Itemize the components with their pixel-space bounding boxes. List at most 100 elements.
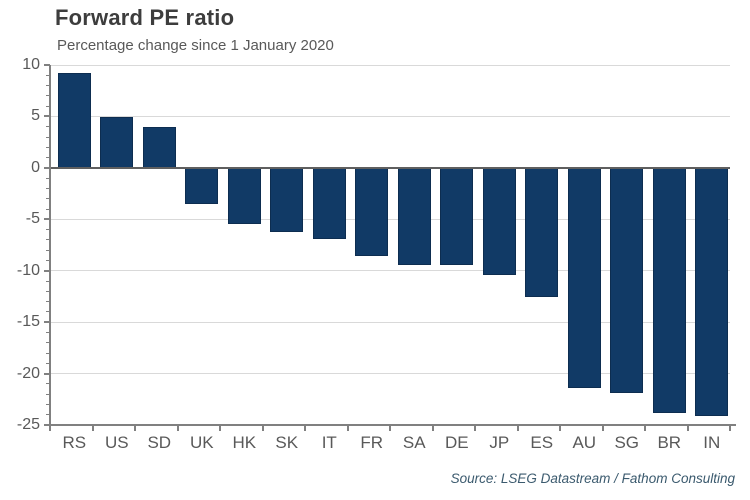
chart-title: Forward PE ratio [55, 5, 235, 30]
bar-FR [355, 167, 389, 257]
bar-IN [695, 167, 729, 416]
y-tick--10 [44, 269, 50, 272]
y-axis-label--20: -20 [16, 364, 40, 382]
bar-US [100, 117, 134, 168]
y-tick-5 [44, 115, 50, 118]
y-minor-tick [46, 342, 50, 344]
y-axis-label-5: 5 [31, 107, 40, 125]
y-minor-tick [46, 126, 50, 128]
x-axis-label-RS: RS [62, 433, 87, 452]
y-tick--15 [44, 321, 50, 324]
y-minor-tick [46, 136, 50, 138]
y-axis-label--10: -10 [16, 261, 40, 279]
x-boundary-tick [601, 426, 604, 431]
x-boundary-tick [474, 426, 476, 431]
x-axis-label-UK: UK [189, 433, 214, 452]
x-boundary-tick [176, 426, 179, 431]
chart-subtitle: Percentage change since 1 January 2020 [57, 37, 334, 54]
zero-line [50, 166, 730, 169]
bar-AU [567, 167, 601, 388]
y-minor-tick [46, 259, 50, 261]
gridline-y-10 [50, 64, 730, 66]
x-axis-label-DE: DE [444, 433, 469, 452]
y-minor-tick [46, 208, 50, 210]
bar-UK [185, 167, 219, 204]
y-minor-tick [46, 146, 50, 148]
y-minor-tick [46, 85, 50, 87]
x-axis-label-SG: SG [614, 433, 640, 452]
x-axis-label-SK: SK [275, 433, 299, 452]
y-minor-tick [46, 383, 50, 385]
y-axis-label-10: 10 [22, 56, 40, 73]
y-minor-tick [46, 393, 50, 395]
y-minor-tick [46, 280, 50, 282]
bar-IT [312, 167, 346, 239]
bar-DE [440, 167, 474, 265]
y-tick-0 [44, 166, 50, 169]
y-minor-tick [46, 187, 50, 189]
y-axis-label-0: 0 [31, 158, 40, 176]
bar-SK [270, 167, 304, 232]
y-minor-tick [46, 95, 50, 97]
y-axis-line [49, 65, 51, 425]
y-minor-tick [46, 74, 50, 76]
y-minor-tick [46, 239, 50, 241]
y-minor-tick [46, 157, 50, 159]
x-boundary-tick [431, 426, 434, 431]
x-boundary-tick [91, 426, 94, 431]
source-text: Source: LSEG Datastream / Fathom Consult… [450, 471, 735, 486]
bar-ES [525, 167, 559, 298]
y-minor-tick [46, 311, 50, 313]
gridline-y-5 [50, 115, 730, 117]
x-boundary-tick [219, 426, 221, 431]
y-axis-label--15: -15 [16, 313, 40, 331]
x-axis-label-FR: FR [360, 433, 384, 452]
x-boundary-tick [644, 426, 646, 431]
y-tick--25 [44, 424, 50, 426]
bar-BR [652, 167, 686, 413]
x-axis-label-US: US [104, 433, 129, 452]
x-axis-label-IN: IN [703, 433, 721, 452]
x-boundary-tick [346, 426, 349, 431]
bar-SG [610, 167, 644, 394]
x-boundary-tick [261, 426, 264, 431]
x-boundary-tick [389, 426, 391, 431]
x-axis-label-SA: SA [402, 433, 426, 452]
x-axis-label-BR: BR [657, 433, 682, 452]
x-boundary-tick [304, 426, 306, 431]
y-minor-tick [46, 229, 50, 231]
gridline-y--10 [50, 270, 730, 272]
y-minor-tick [46, 177, 50, 179]
x-boundary-tick [686, 426, 689, 431]
y-minor-tick [46, 352, 50, 354]
bar-SA [397, 167, 431, 265]
gridline-y--5 [50, 218, 730, 220]
y-minor-tick [46, 331, 50, 333]
gridline-y--20 [50, 373, 730, 375]
y-minor-tick [46, 362, 50, 364]
x-axis-label-IT: IT [321, 433, 337, 452]
x-axis-label-JP: JP [489, 433, 510, 452]
y-minor-tick [46, 403, 50, 405]
bar-JP [482, 167, 516, 275]
y-minor-tick [46, 414, 50, 416]
y-tick--20 [44, 372, 50, 375]
bar-SD [142, 126, 176, 168]
x-boundary-tick [134, 426, 136, 431]
x-boundary-tick [49, 426, 51, 431]
bar-RS [57, 73, 91, 168]
x-axis-label-ES: ES [530, 433, 554, 452]
bar-HK [227, 167, 261, 225]
y-axis-label--5: -5 [25, 210, 40, 228]
y-minor-tick [46, 290, 50, 292]
x-axis-label-SD: SD [147, 433, 172, 452]
x-boundary-tick [559, 426, 561, 431]
x-axis-label-HK: HK [232, 433, 257, 452]
x-axis-line [49, 424, 736, 426]
y-minor-tick [46, 301, 50, 303]
y-tick-10 [44, 64, 50, 66]
x-axis-label-AU: AU [572, 433, 597, 452]
y-minor-tick [46, 249, 50, 251]
gridline-y--15 [50, 321, 730, 323]
